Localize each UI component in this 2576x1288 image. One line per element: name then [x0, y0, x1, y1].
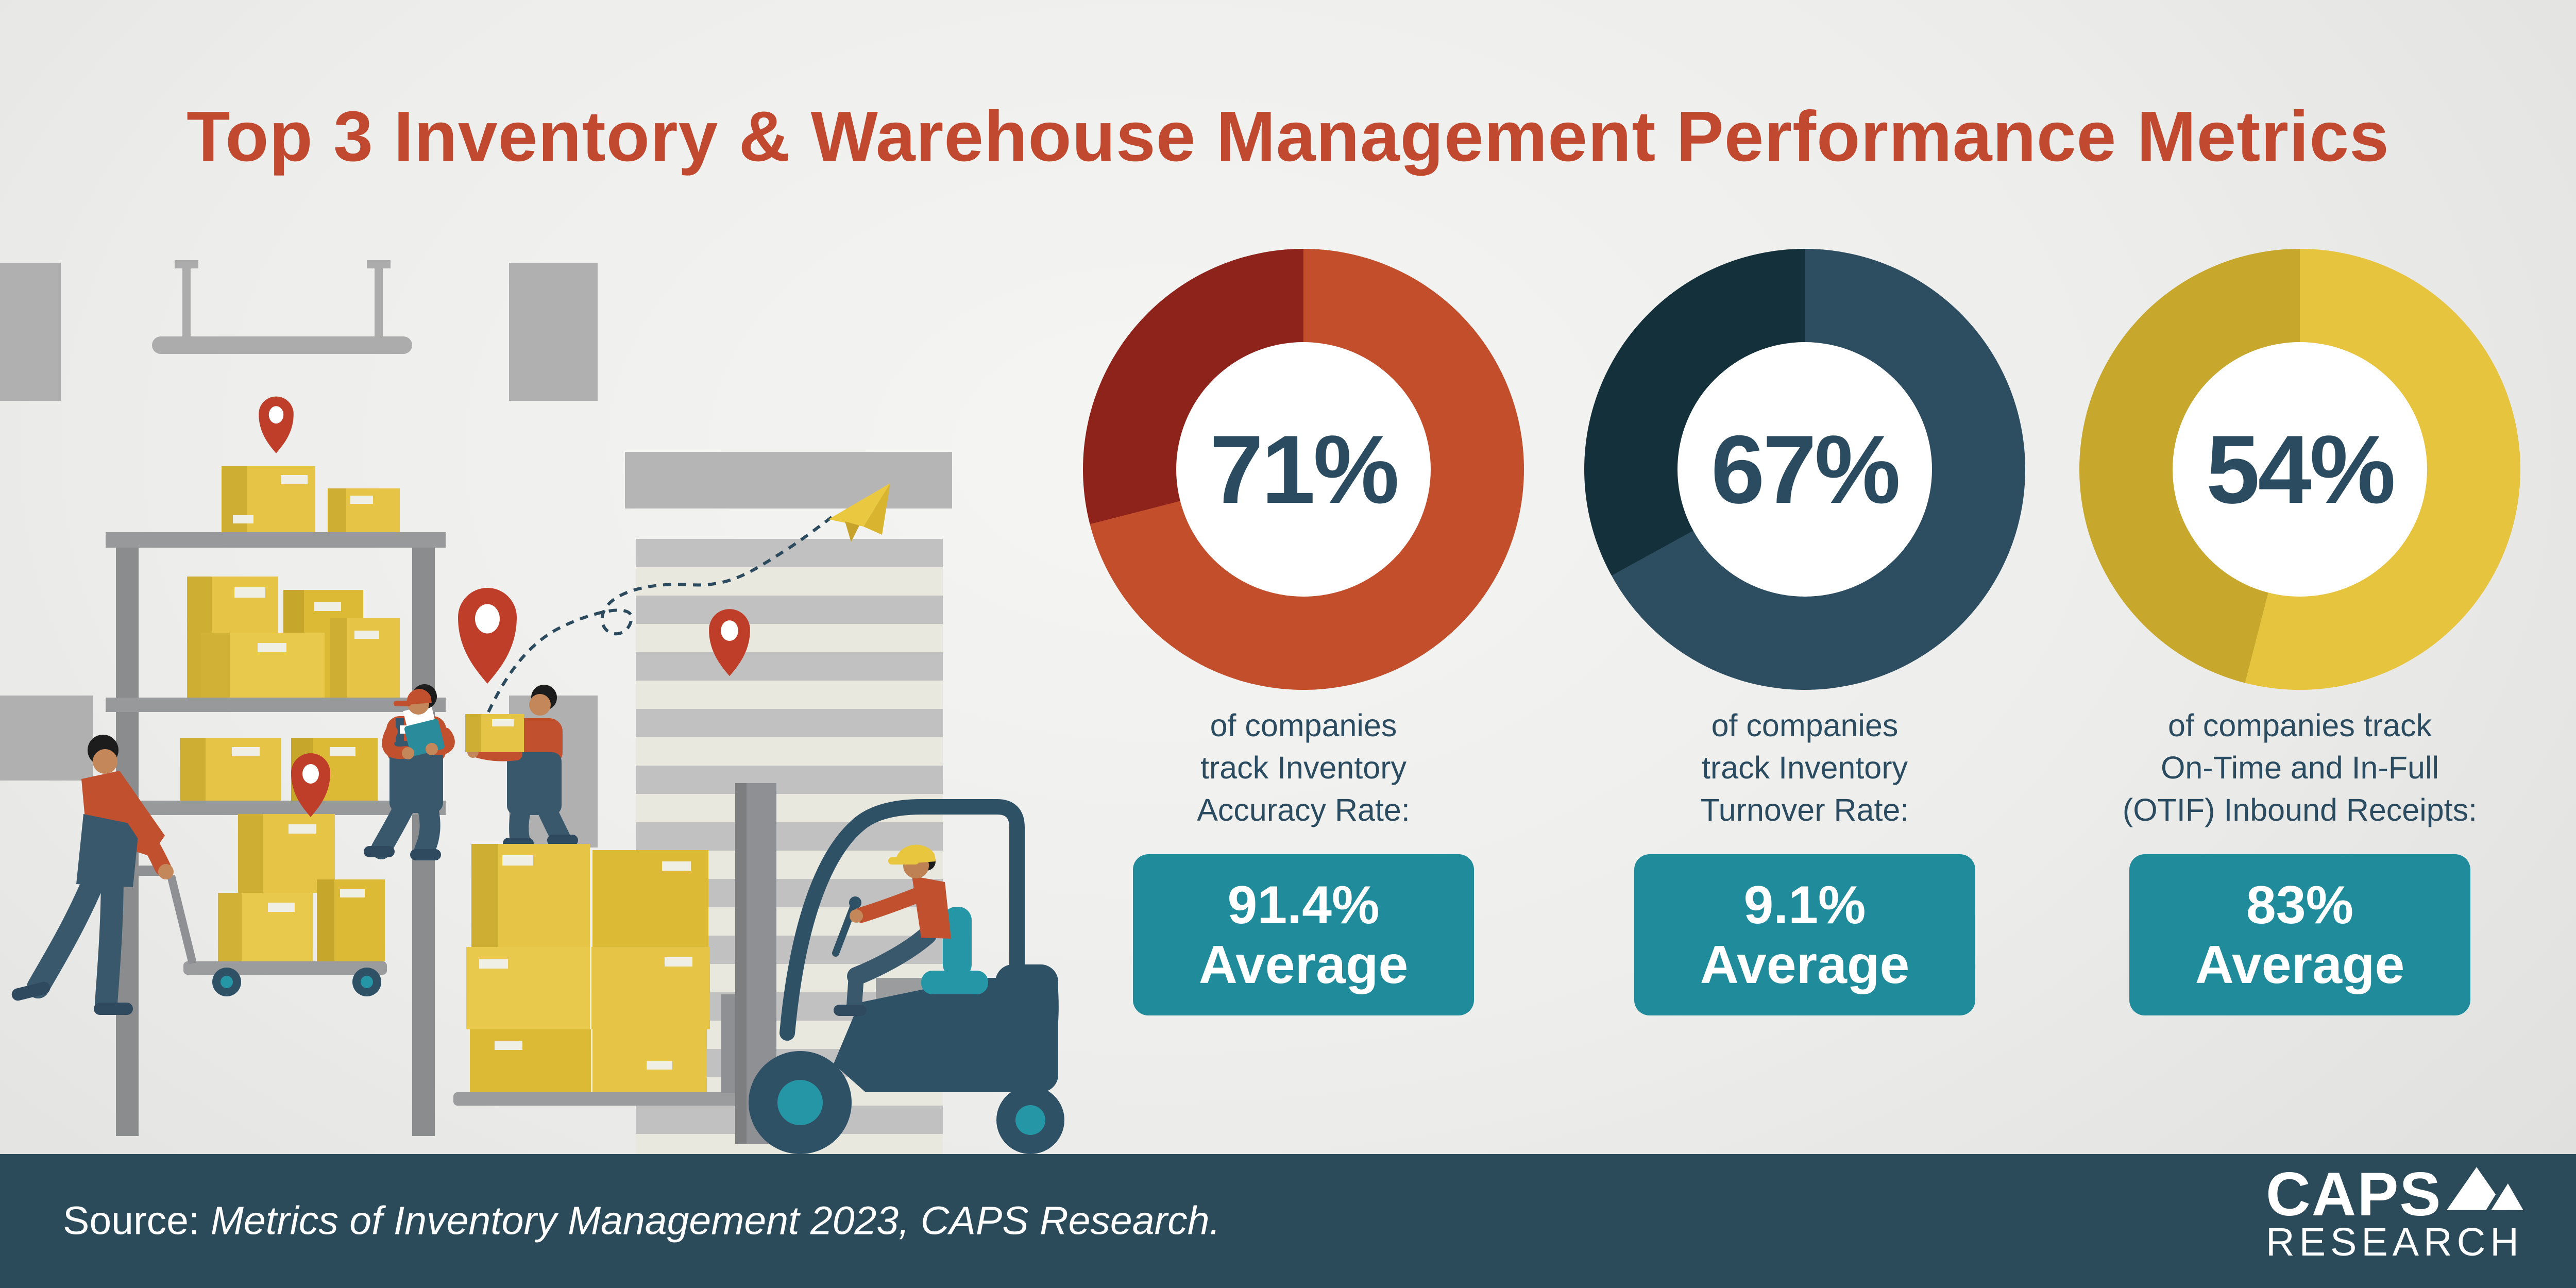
- page-title: Top 3 Inventory & Warehouse Management P…: [187, 97, 2389, 176]
- logo-caps-text: CAPS: [2266, 1160, 2442, 1229]
- paper-plane-icon: [828, 483, 890, 542]
- boxes-middle-shelf: [187, 577, 400, 698]
- metric-caption: of companies track Inventory Accuracy Ra…: [1197, 708, 1410, 827]
- donut-hole: 71%: [1176, 342, 1431, 597]
- ceiling-light-icon: [152, 260, 412, 354]
- forklift-driver: [834, 844, 951, 1016]
- metric-inventory-accuracy: 71% of companies track Inventory Accurac…: [1072, 249, 1535, 1032]
- metric-caption: of companies track Inventory Turnover Ra…: [1700, 708, 1909, 827]
- metric-caption: of companies track On-Time and In-Full (…: [2122, 708, 2478, 827]
- footer-bar: Source: Metrics of Inventory Management …: [0, 1154, 2576, 1288]
- average-value: 83%: [2246, 875, 2354, 935]
- location-pin-icon: [259, 396, 294, 453]
- average-label: Average: [1700, 935, 1910, 995]
- donut-chart-inventory-accuracy: 71%: [1083, 249, 1524, 690]
- average-value: 9.1%: [1743, 875, 1866, 935]
- average-badge: 91.4% Average: [1133, 854, 1474, 1015]
- donut-hole: 54%: [2173, 342, 2427, 597]
- metric-otif-receipts: 54% of companies track On-Time and In-Fu…: [2068, 249, 2532, 1032]
- location-pin-icon: [458, 588, 517, 684]
- pallet-box-stack: [453, 844, 740, 1106]
- forklift: [735, 783, 1064, 1154]
- logo-top-row: CAPS: [2266, 1160, 2523, 1229]
- worker-with-clipboard: [364, 684, 455, 860]
- warehouse-cart: [183, 814, 387, 996]
- donut-chart-inventory-turnover: 67%: [1584, 249, 2025, 690]
- logo-research-text: RESEARCH: [2266, 1220, 2523, 1264]
- worker-carrying-box: [465, 685, 578, 851]
- caps-research-logo: CAPS RESEARCH: [2266, 1161, 2523, 1262]
- donut-chart-otif-receipts: 54%: [2079, 249, 2520, 690]
- mountain-icon: [2447, 1167, 2523, 1210]
- source-citation: Metrics of Inventory Management 2023, CA…: [210, 1198, 1221, 1243]
- average-label: Average: [1198, 935, 1409, 995]
- boxes-lower-shelf: [180, 738, 378, 801]
- worker-pushing-cart: [11, 735, 197, 1015]
- donut-hole: 67%: [1677, 342, 1932, 597]
- average-value: 91.4%: [1227, 875, 1380, 935]
- average-badge: 83% Average: [2129, 854, 2470, 1015]
- percent-label: 54%: [2206, 415, 2396, 523]
- warehouse-illustration: [0, 260, 1064, 1154]
- source-text: Source: Metrics of Inventory Management …: [63, 1198, 1221, 1244]
- boxes-top-shelf: [222, 466, 400, 532]
- percent-label: 71%: [1209, 415, 1399, 523]
- average-badge: 9.1% Average: [1634, 854, 1975, 1015]
- average-label: Average: [2195, 935, 2405, 995]
- source-prefix: Source:: [63, 1198, 211, 1243]
- flight-path: [487, 513, 837, 713]
- metric-inventory-turnover: 67% of companies track Inventory Turnove…: [1573, 249, 2037, 1032]
- percent-label: 67%: [1710, 415, 1901, 523]
- left-pillar: [0, 263, 93, 781]
